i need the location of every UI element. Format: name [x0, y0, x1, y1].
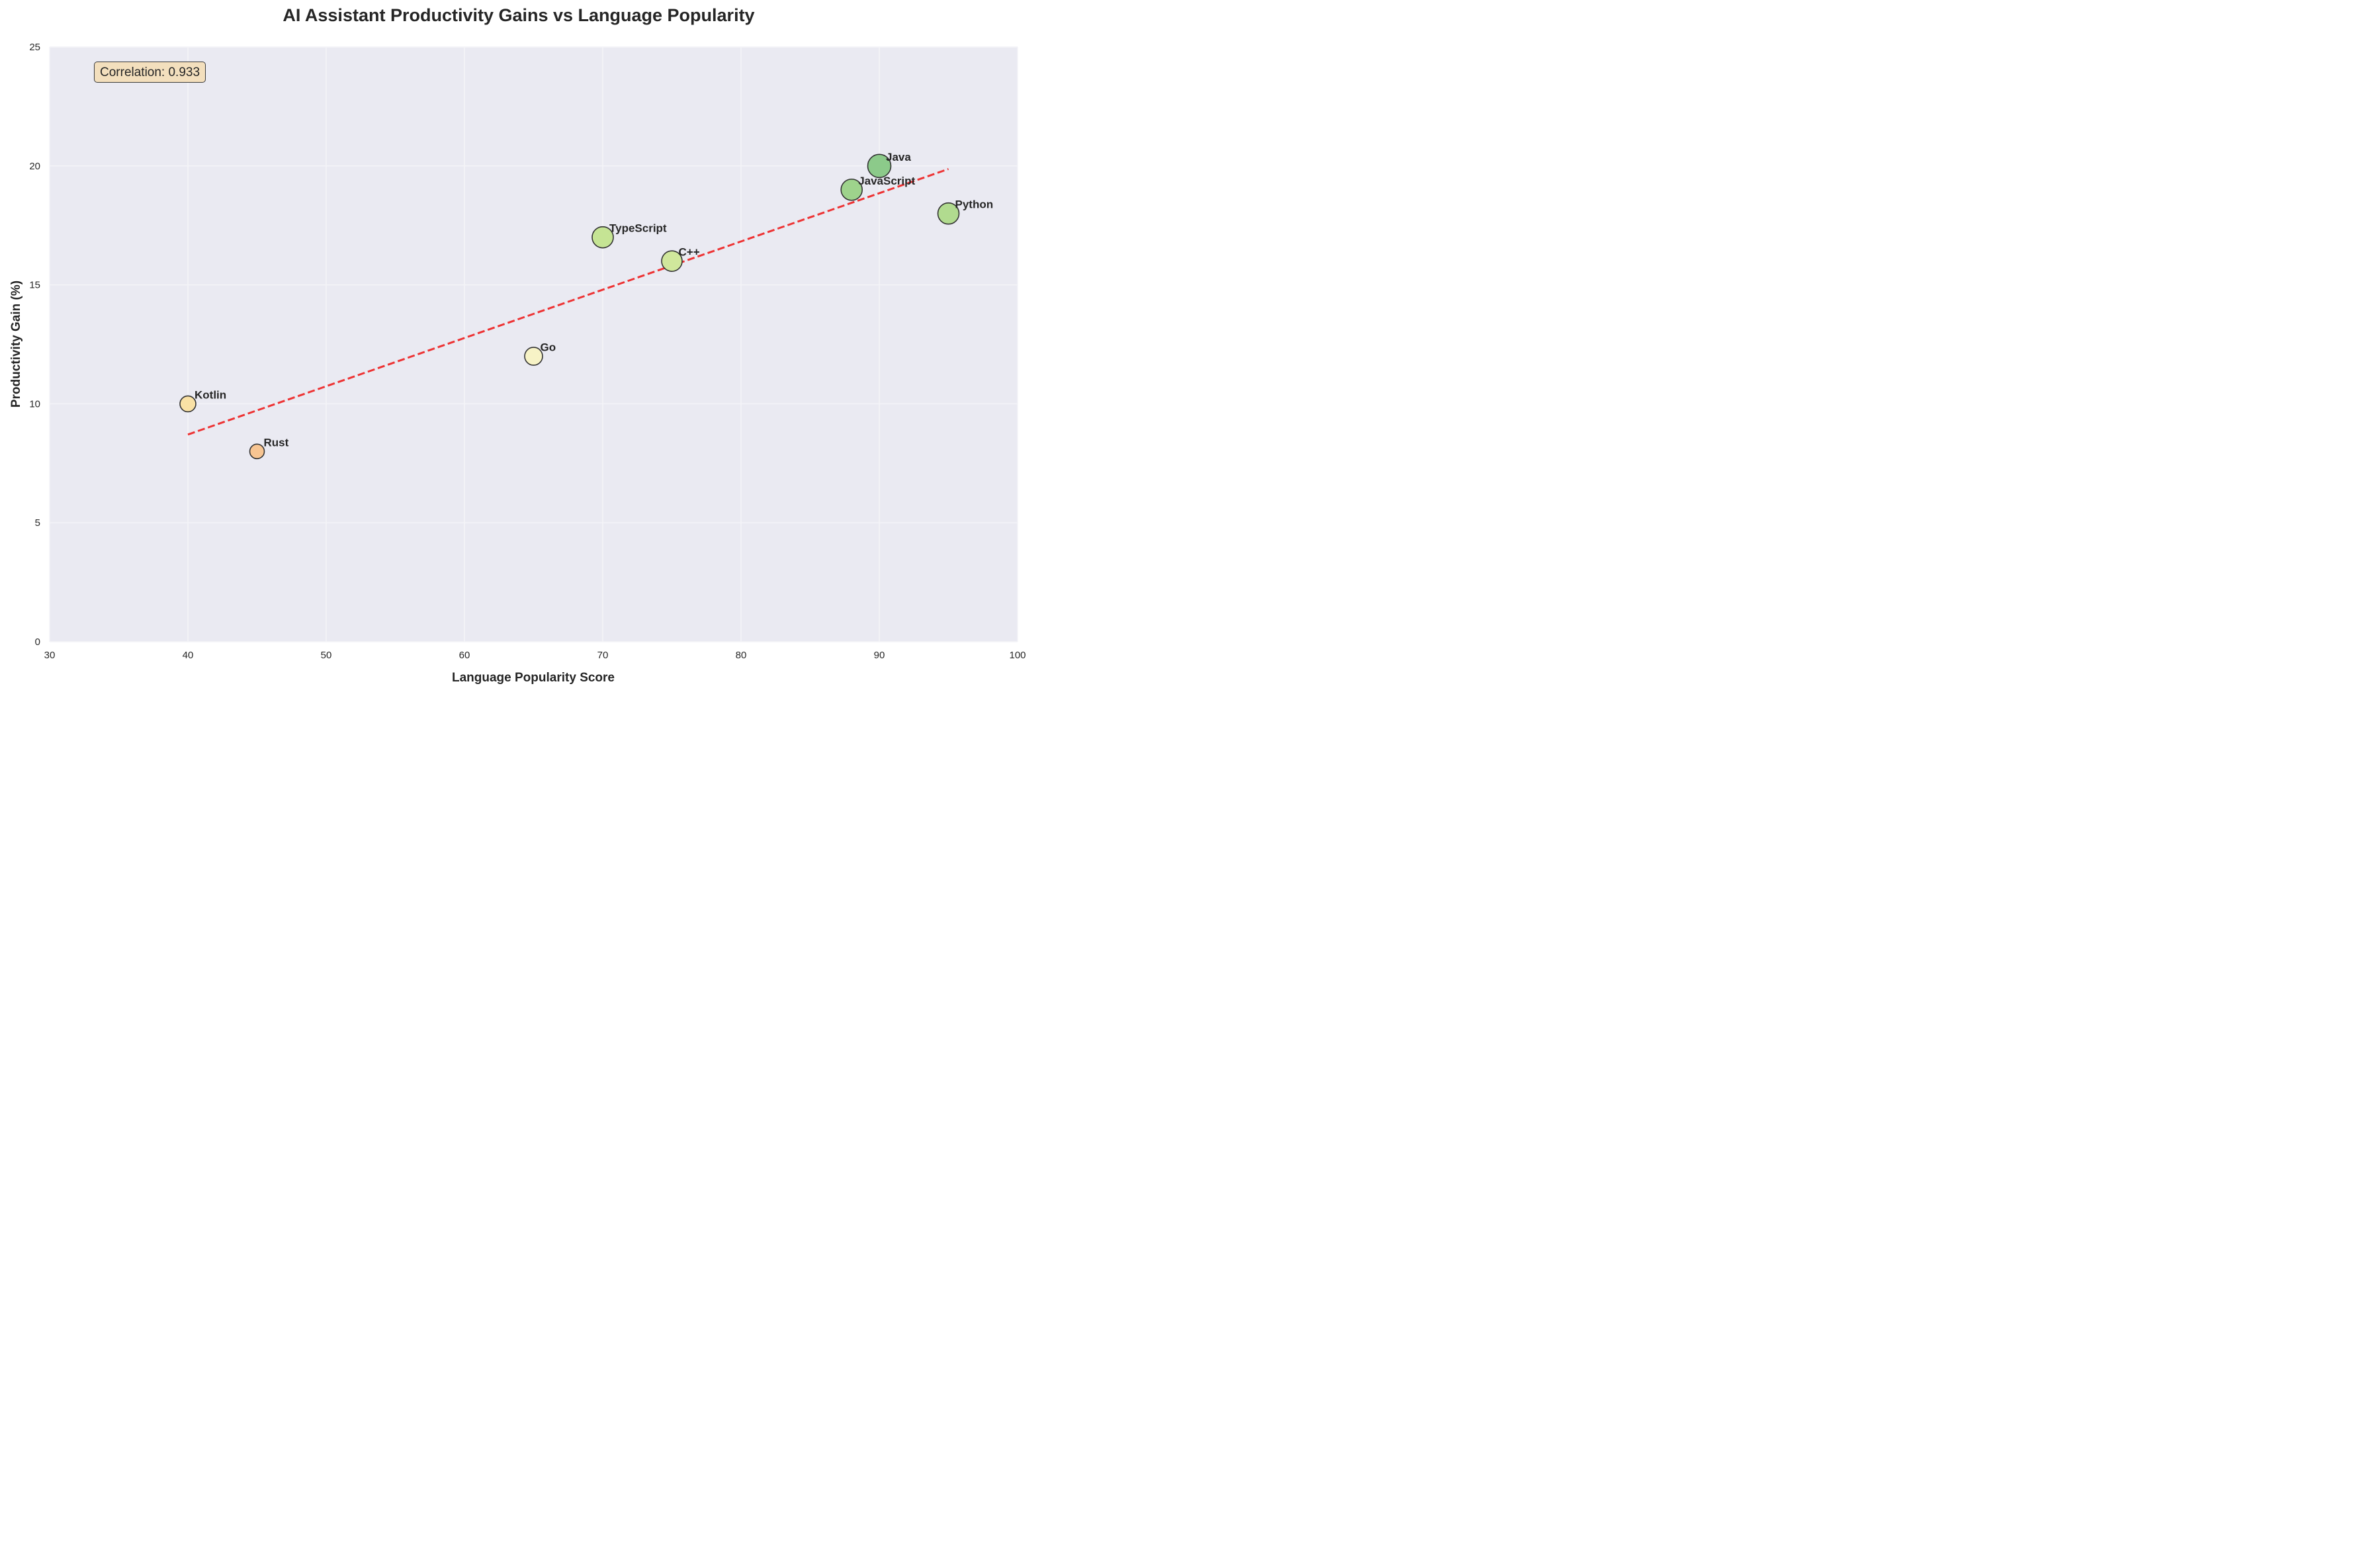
data-point-c-: C++: [661, 246, 700, 272]
y-axis-ticks: 0 5 10 15 20 25: [29, 42, 40, 648]
x-tick-label: 50: [321, 650, 332, 661]
point-label: TypeScript: [609, 222, 667, 235]
data-point-python: Python: [937, 198, 994, 225]
point-marker: [591, 226, 614, 249]
point-label: Rust: [264, 436, 289, 449]
x-tick-label: 30: [44, 650, 56, 661]
data-point-javascript: JavaScript: [840, 175, 916, 201]
x-axis-label: Language Popularity Score: [452, 671, 615, 685]
x-tick-label: 60: [459, 650, 470, 661]
data-points: Python JavaScript Java TypeScript C++ Go Rust K…: [179, 151, 994, 460]
data-point-go: Go: [524, 341, 556, 366]
point-label: C++: [679, 246, 700, 259]
point-label: Python: [955, 198, 994, 211]
point-marker: [179, 395, 197, 413]
point-label: Kotlin: [195, 388, 226, 401]
correlation-annotation: Correlation: 0.933: [94, 62, 206, 83]
point-marker: [524, 347, 543, 366]
point-marker: [840, 178, 863, 201]
point-label: JavaScript: [858, 175, 915, 187]
point-marker: [661, 250, 683, 272]
data-point-kotlin: Kotlin: [179, 388, 226, 413]
y-tick-label: 15: [29, 280, 40, 291]
point-label: Java: [886, 151, 911, 163]
x-tick-label: 40: [183, 650, 194, 661]
x-axis-ticks: 30 40 50 60 70 80 90 100: [44, 650, 1026, 661]
x-tick-label: 80: [736, 650, 747, 661]
y-tick-label: 0: [35, 636, 40, 648]
data-point-rust: Rust: [249, 436, 289, 460]
gridlines: [49, 46, 1018, 642]
plot-area: [50, 47, 1018, 642]
y-axis-label: Productivity Gain (%): [9, 281, 23, 408]
chart-title: AI Assistant Productivity Gains vs Langu…: [283, 5, 755, 25]
x-tick-label: 100: [1009, 650, 1026, 661]
x-tick-label: 90: [874, 650, 885, 661]
point-marker: [937, 202, 960, 225]
trendline: [187, 168, 949, 436]
y-tick-label: 25: [29, 42, 40, 53]
point-marker: [867, 153, 892, 179]
scatter-plot: 30 40 50 60 70 80 90 100 0 5 10 15 20 25 Python JavaS…: [9, 42, 1026, 685]
point-marker: [249, 443, 265, 460]
y-tick-label: 20: [29, 161, 40, 172]
point-label: Go: [541, 341, 556, 353]
data-point-java: Java: [867, 151, 911, 179]
data-point-typescript: TypeScript: [591, 222, 667, 249]
y-tick-label: 5: [35, 517, 40, 529]
x-tick-label: 70: [597, 650, 609, 661]
y-tick-label: 10: [29, 398, 40, 410]
